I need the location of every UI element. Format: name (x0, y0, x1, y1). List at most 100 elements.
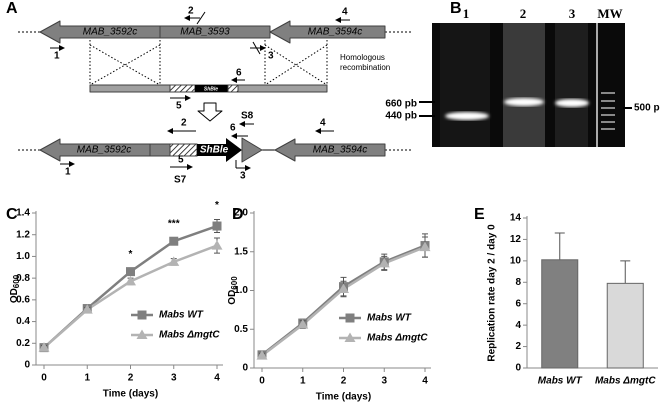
legend-marker (137, 310, 147, 320)
x-axis-label: Time (days) (103, 389, 158, 400)
gel-lane (440, 23, 490, 147)
cassette-region (227, 84, 239, 93)
primer-label: 3 (240, 171, 246, 182)
marker (378, 257, 390, 268)
primer-tail (196, 11, 206, 25)
legend-marker (345, 313, 355, 323)
x-axis-label: Time (days) (316, 392, 371, 403)
ladder-band (601, 121, 615, 123)
lane-label: 1 (463, 6, 470, 21)
ladder-band (601, 114, 615, 116)
bar (541, 259, 579, 369)
x-tick-label: 3 (171, 373, 177, 384)
ladder-band (601, 107, 615, 109)
marker (256, 350, 268, 360)
y-axis-label: Replication rate day 2 / day 0 (487, 224, 498, 362)
y-axis-label-sub: 600 (230, 276, 239, 290)
marker (419, 241, 431, 252)
legend-label: Mabs ΔmgtC (367, 333, 428, 344)
error-bar (620, 260, 631, 284)
x-tick-label: 1 (84, 373, 90, 384)
gel-divider (596, 23, 598, 147)
y-tick-label: 0.8 (16, 273, 30, 284)
annotation: recombination (340, 63, 390, 72)
crossover (89, 40, 328, 86)
gene-label: MAB_3593 (180, 27, 230, 38)
marker-label: 660 pb (385, 99, 417, 110)
gene (241, 137, 263, 163)
legend-marker (136, 329, 148, 339)
x-tick-label: 4 (214, 373, 220, 384)
x-tick-label: 0 (259, 376, 265, 387)
panel-label: D (232, 206, 244, 223)
ladder-band (601, 100, 615, 102)
annotation: * (129, 249, 133, 260)
down-arrow (197, 102, 223, 122)
lane-labels: 1 2 3 MW (463, 6, 623, 21)
primer-label: 6 (236, 68, 242, 79)
resistance-gene (197, 138, 242, 162)
y-tick-label: 1.0 (16, 251, 30, 262)
primer-label: 2 (188, 6, 194, 17)
gel-band (504, 98, 544, 106)
bar (606, 282, 644, 369)
y-tick-label: 2 (515, 341, 521, 352)
x-tick-label: 4 (422, 376, 428, 387)
y-tick-label: 0 (242, 363, 248, 374)
x-tick-label: 3 (381, 376, 387, 387)
ladder (601, 92, 615, 130)
gel-band (555, 99, 589, 107)
primer-label: 4 (342, 7, 348, 18)
lane-label: MW (597, 6, 622, 21)
y-tick-label: 0.2 (16, 338, 30, 349)
x-tick-label: 2 (341, 376, 347, 387)
marker (212, 221, 222, 231)
y-tick-label: 6 (515, 298, 521, 309)
ladder-band (601, 128, 615, 130)
annotation: * (215, 200, 219, 211)
primer-label: 5 (176, 101, 182, 112)
marker (297, 319, 309, 329)
y-tick-label: 12 (510, 234, 522, 245)
x-tick-label: 2 (128, 373, 134, 384)
x-tick-label: 1 (300, 376, 306, 387)
y-axis-label-main: OD (227, 290, 238, 305)
annotation: *** (168, 219, 180, 230)
gel-lane (555, 23, 588, 147)
y-tick-label: 0.6 (16, 294, 30, 305)
y-axis-label-main: OD (9, 288, 20, 303)
primer-label: 4 (320, 118, 326, 129)
gene (269, 20, 386, 44)
legend-label: Mabs WT (367, 313, 412, 324)
marker-label: 500 pb (634, 103, 660, 114)
marker (211, 240, 223, 250)
cassette-region (195, 85, 228, 92)
gene-label: ShBle (200, 145, 229, 156)
y-tick-label: 8 (515, 277, 521, 288)
marker (81, 304, 93, 314)
x-tick-label: 0 (41, 373, 47, 384)
gene-label: MAB_3594c (308, 27, 362, 38)
y-axis-label: OD600 (9, 274, 21, 303)
primer-label: 1 (65, 167, 71, 178)
x-tick-label: Mabs ΔmgtC (595, 376, 656, 387)
panel-label: A (6, 0, 18, 17)
marker (126, 267, 135, 277)
y-tick-label: 1.0 (234, 285, 248, 296)
primer-label: 1 (54, 51, 60, 62)
marker (38, 342, 50, 352)
panel-b: B 1 2 3 MW 660 pb 440 pb 500 pb (385, 0, 660, 147)
gel-band (445, 112, 489, 120)
y-tick-label: 1.4 (16, 208, 30, 219)
annotation: Homologous (340, 53, 385, 62)
panel-label: B (450, 0, 462, 17)
marker-label: 440 pb (385, 111, 417, 122)
y-tick-label: 2.0 (234, 208, 248, 219)
y-tick-label: 0 (24, 360, 30, 371)
lane-label: 3 (569, 6, 576, 21)
marker (338, 283, 349, 293)
primer-label: S8 (241, 111, 254, 122)
x-tick-label: Mabs WT (538, 376, 583, 387)
primer-label: 5 (178, 155, 184, 166)
